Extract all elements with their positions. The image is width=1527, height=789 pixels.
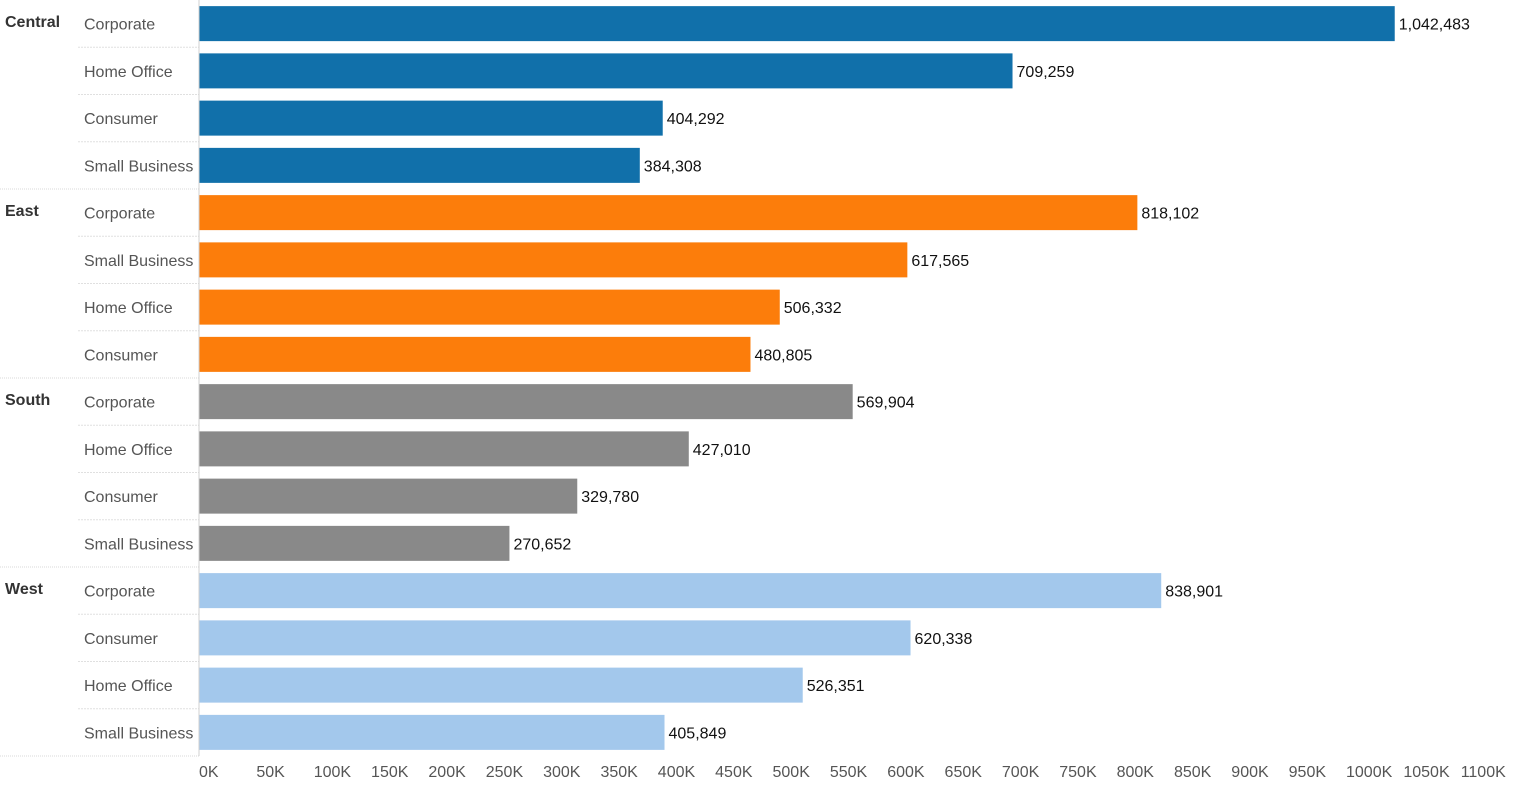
data-label: 405,849 [669,725,727,742]
bar[interactable] [199,289,780,325]
category-label: Corporate [84,206,155,223]
data-label: 404,292 [667,111,725,128]
data-label: 620,338 [915,631,973,648]
group-label: West [5,581,44,598]
category-label: Small Business [84,536,193,553]
data-label: 709,259 [1017,64,1075,81]
x-tick-label: 250K [486,764,524,781]
x-tick-label: 200K [428,764,466,781]
data-label: 427,010 [693,442,751,459]
x-tick-label: 1000K [1346,764,1393,781]
category-label: Home Office [84,678,173,695]
category-label: Small Business [84,725,193,742]
x-tick-label: 100K [314,764,352,781]
group-label: Central [5,14,60,31]
bar[interactable] [199,195,1138,231]
category-label: Consumer [84,631,158,648]
x-tick-label: 400K [658,764,696,781]
data-label: 569,904 [857,395,915,412]
x-tick-label: 700K [1002,764,1040,781]
x-tick-label: 950K [1289,764,1327,781]
bar[interactable] [199,53,1013,89]
bar[interactable] [199,620,911,656]
bar[interactable] [199,525,510,561]
x-tick-label: 350K [600,764,638,781]
data-label: 329,780 [581,489,639,506]
category-label: Small Business [84,253,193,270]
category-label: Consumer [84,111,158,128]
category-label: Small Business [84,158,193,175]
x-tick-label: 900K [1231,764,1269,781]
x-tick-label: 150K [371,764,409,781]
data-label: 1,042,483 [1399,17,1470,34]
data-label: 838,901 [1165,584,1223,601]
bar[interactable] [199,384,853,420]
x-tick-label: 600K [887,764,925,781]
data-label: 526,351 [807,678,865,695]
category-label: Consumer [84,347,158,364]
category-label: Corporate [84,17,155,34]
x-tick-label: 300K [543,764,581,781]
bar[interactable] [199,714,665,750]
data-label: 384,308 [644,158,702,175]
bar[interactable] [199,147,640,183]
category-label: Consumer [84,489,158,506]
group-label: East [5,203,39,220]
category-label: Home Office [84,442,173,459]
x-tick-label: 800K [1117,764,1155,781]
x-tick-label: 650K [945,764,983,781]
x-tick-label: 0K [199,764,219,781]
group-label: South [5,392,50,409]
x-tick-label: 450K [715,764,753,781]
bar[interactable] [199,242,908,278]
x-tick-label: 750K [1059,764,1097,781]
data-label: 480,805 [754,347,812,364]
x-tick-label: 50K [256,764,285,781]
category-label: Corporate [84,395,155,412]
data-label: 506,332 [784,300,842,317]
bar[interactable] [199,100,663,136]
x-tick-label: 1100K [1461,764,1506,781]
data-label: 270,652 [513,536,571,553]
category-label: Corporate [84,584,155,601]
x-tick-label: 1050K [1403,764,1450,781]
bar[interactable] [199,478,578,514]
x-tick-label: 850K [1174,764,1212,781]
bar[interactable] [199,431,689,467]
x-tick-label: 550K [830,764,868,781]
bar[interactable] [199,336,751,372]
bar[interactable] [199,6,1395,42]
bar[interactable] [199,667,803,703]
x-tick-label: 500K [773,764,811,781]
category-label: Home Office [84,64,173,81]
data-label: 818,102 [1141,206,1199,223]
bar[interactable] [199,573,1162,609]
category-label: Home Office [84,300,173,317]
data-label: 617,565 [911,253,969,270]
